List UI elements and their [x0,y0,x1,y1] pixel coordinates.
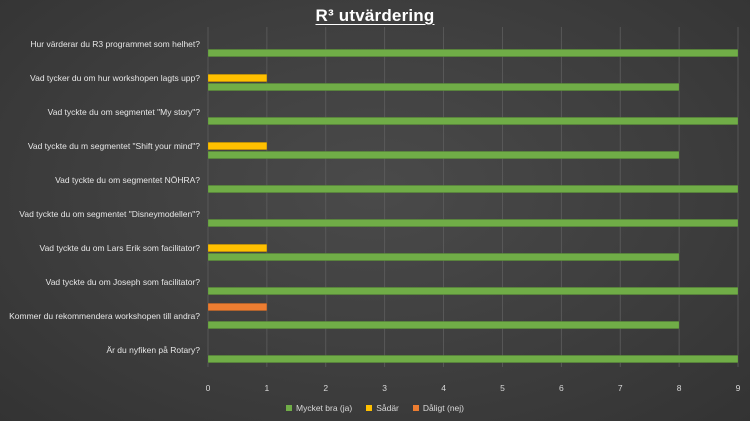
legend-swatch [412,405,419,411]
bar [207,244,268,252]
x-tick-label: 8 [677,383,682,393]
bar [207,49,739,57]
chart-title: R³ utvärdering [315,6,435,25]
bar [207,117,739,125]
bar [207,253,680,261]
x-tick-label: 1 [265,383,270,393]
x-tick-label: 3 [382,383,387,393]
category-label: Vad tycker du om hur workshopen lagts up… [30,73,200,83]
x-tick-label: 4 [441,383,446,393]
bar [207,83,680,91]
category-label: Kommer du rekommendera workshopen till a… [9,311,200,321]
legend-label: Sådär [376,403,399,413]
bar [207,142,268,150]
bar [207,321,680,329]
category-label: Vad tyckte du om segmentet "Disneymodell… [19,209,200,219]
x-tick-label: 2 [323,383,328,393]
category-label: Vad tyckte du m segmentet "Shift your mi… [28,141,200,151]
legend-item: Dåligt (nej) [412,403,464,413]
legend-item: Mycket bra (ja) [285,403,353,413]
bar [207,74,268,82]
x-tick-label: 0 [206,383,211,393]
x-tick-label: 7 [618,383,623,393]
bar [207,287,739,295]
legend-label: Mycket bra (ja) [295,403,353,413]
legend-swatch [285,405,292,411]
chart-legend: Mycket bra (ja) Sådär Dåligt (nej) [0,403,750,413]
bar [207,151,680,159]
bar [207,355,739,363]
legend-label: Dåligt (nej) [422,403,464,413]
category-label: Vad tyckte du om segmentet "My story"? [48,107,201,117]
category-label: Vad tyckte du om Joseph som facilitator? [46,277,201,287]
legend-swatch [366,405,373,411]
category-label: Hur värderar du R3 programmet som helhet… [30,39,200,49]
x-tick-label: 9 [736,383,741,393]
category-label: Är du nyfiken på Rotary? [106,345,200,355]
x-tick-label: 5 [500,383,505,393]
legend-item: Sådär [366,403,399,413]
bar [207,219,739,227]
bar [207,303,268,311]
bar [207,185,739,193]
category-label: Vad tyckte du om segmentet NÖHRA? [55,175,200,185]
category-label: Vad tyckte du om Lars Erik som facilitat… [40,243,201,253]
x-tick-label: 6 [559,383,564,393]
